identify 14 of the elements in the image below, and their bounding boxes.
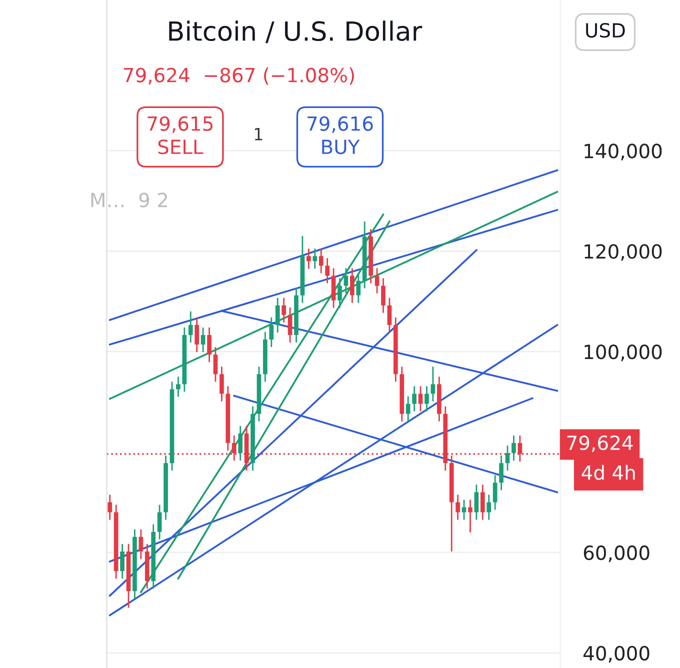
annotation: M… 9 2 [91,192,168,208]
y-tick-label: 140,000 [584,144,662,160]
annotation: 1 [254,128,262,140]
text: 4d 4h [582,464,635,480]
text: 79,624 −867 (−1.08%) [124,67,354,85]
annotation: 79,616 BUY [308,116,373,154]
ref-line-label: 79,624 [567,435,633,452]
y-tick-label: 60,000 [584,545,650,562]
y-tick-label: 40,000 [583,646,650,663]
y-tick-label: 100,000 [584,344,662,362]
y-tick-label: 120,000 [584,244,662,261]
text: USD [586,23,625,38]
text: Bitcoin / U.S. Dollar [169,20,422,44]
annotation: 79,615 SELL [148,116,213,154]
